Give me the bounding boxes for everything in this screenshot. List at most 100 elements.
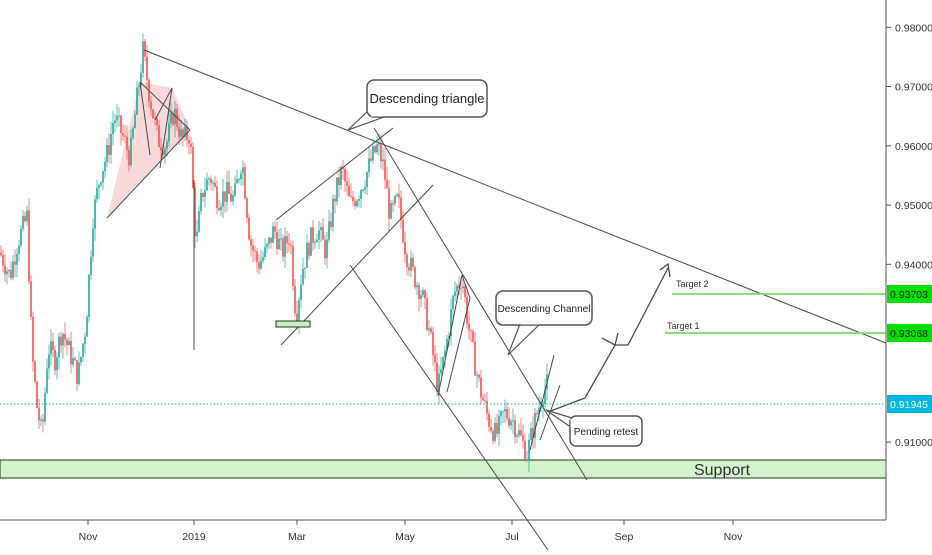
candle-body <box>220 206 222 211</box>
candle-body <box>40 419 42 421</box>
candle-body <box>146 56 148 81</box>
candle-body <box>42 419 44 422</box>
candle-body <box>538 407 540 415</box>
candle-body <box>20 228 22 246</box>
candle-body <box>232 195 234 202</box>
candle-body <box>114 120 116 124</box>
candle-body <box>264 247 266 258</box>
time-tick-label: Jul <box>505 531 518 543</box>
candle-body <box>522 435 524 441</box>
candle-body <box>90 256 92 275</box>
candle-body <box>126 136 128 151</box>
candle-body <box>274 226 276 232</box>
candle-body <box>350 196 352 198</box>
candle-body <box>136 87 138 115</box>
callout-descending-triangle: Descending triangle <box>347 79 488 131</box>
price-tick-label: 0.97000 <box>895 82 932 94</box>
channel-down-lower-line <box>349 264 549 551</box>
candle-body <box>458 285 460 288</box>
candle-body <box>544 389 546 405</box>
candle-body <box>512 420 514 422</box>
candle-body <box>390 203 392 219</box>
candle-body <box>38 407 40 421</box>
target-2-badge-text: 0.93703 <box>890 289 928 301</box>
candle-body <box>16 254 18 265</box>
candle-body <box>496 423 498 434</box>
candle-body <box>504 408 506 412</box>
candle-body <box>542 404 544 407</box>
candle-body <box>8 270 10 272</box>
candle-body <box>498 415 500 434</box>
candle-body <box>376 144 378 153</box>
candle-body <box>214 182 216 187</box>
target-1-label: Target 1 <box>667 321 700 331</box>
candle-body <box>156 118 158 126</box>
candle-body <box>454 291 456 297</box>
candle-body <box>462 286 464 288</box>
callout-descending-triangle-box <box>366 79 488 118</box>
candle-body <box>428 328 430 331</box>
candle-body <box>536 412 538 415</box>
candle-body <box>218 208 220 211</box>
candle-body <box>30 281 32 317</box>
candle-body <box>516 435 518 437</box>
candle-body <box>430 328 432 333</box>
candle-body <box>334 198 336 202</box>
candle-body <box>526 459 528 461</box>
candle-body <box>348 185 350 197</box>
callout-pending-retest-pointer <box>545 409 573 429</box>
candle-body <box>510 421 512 426</box>
candle-body <box>60 336 62 346</box>
candle-body <box>44 392 46 422</box>
candle-body <box>320 227 322 231</box>
candle-body <box>98 184 100 189</box>
candle-body <box>456 285 458 292</box>
candle-body <box>488 413 490 427</box>
target-1-badge: 0.93068 <box>887 324 932 342</box>
target-1-badge-bg <box>887 324 932 342</box>
candle-body <box>250 239 252 246</box>
arrow-head-1 <box>601 332 619 346</box>
candle-body <box>484 400 486 402</box>
candle-body <box>476 374 478 376</box>
candle-body <box>244 167 246 199</box>
candle-body <box>280 238 282 240</box>
flag-upper-line <box>139 81 191 131</box>
candle-body <box>360 190 362 199</box>
current-price-badge-bg <box>887 395 932 413</box>
candle-body <box>444 350 446 357</box>
arrow-head-2 <box>659 262 671 278</box>
candle-body <box>240 173 242 180</box>
candle-body <box>84 336 86 344</box>
time-tick-label: Mar <box>288 531 307 543</box>
candle-body <box>88 274 90 317</box>
time-tick-label: Nov <box>724 531 743 543</box>
price-tick-label: 0.98000 <box>895 22 932 34</box>
candle-body <box>344 169 346 182</box>
candle-body <box>202 192 204 198</box>
callout-pending-retest: Pending retest <box>545 409 643 447</box>
candle-body <box>438 373 440 392</box>
candle-body <box>46 368 48 393</box>
candle-body <box>406 254 408 268</box>
candle-body <box>470 330 472 332</box>
candle-body <box>108 145 110 155</box>
candle-body <box>152 109 154 118</box>
candle-body <box>300 284 302 300</box>
candle-body <box>518 430 520 436</box>
candle-body <box>238 179 240 181</box>
minor-zigzag-line-b <box>461 274 471 299</box>
candle-body <box>72 358 74 365</box>
candle-body <box>116 116 118 121</box>
candle-body <box>190 143 192 147</box>
candle-body <box>290 244 292 247</box>
candle-body <box>66 339 68 346</box>
candle-body <box>266 244 268 248</box>
candle-body <box>236 179 238 184</box>
candle-body <box>478 374 480 378</box>
candle-body <box>398 194 400 198</box>
candle-body <box>226 182 228 202</box>
candle-body <box>436 362 438 392</box>
candles-group <box>0 33 548 473</box>
candle-body <box>172 112 174 125</box>
